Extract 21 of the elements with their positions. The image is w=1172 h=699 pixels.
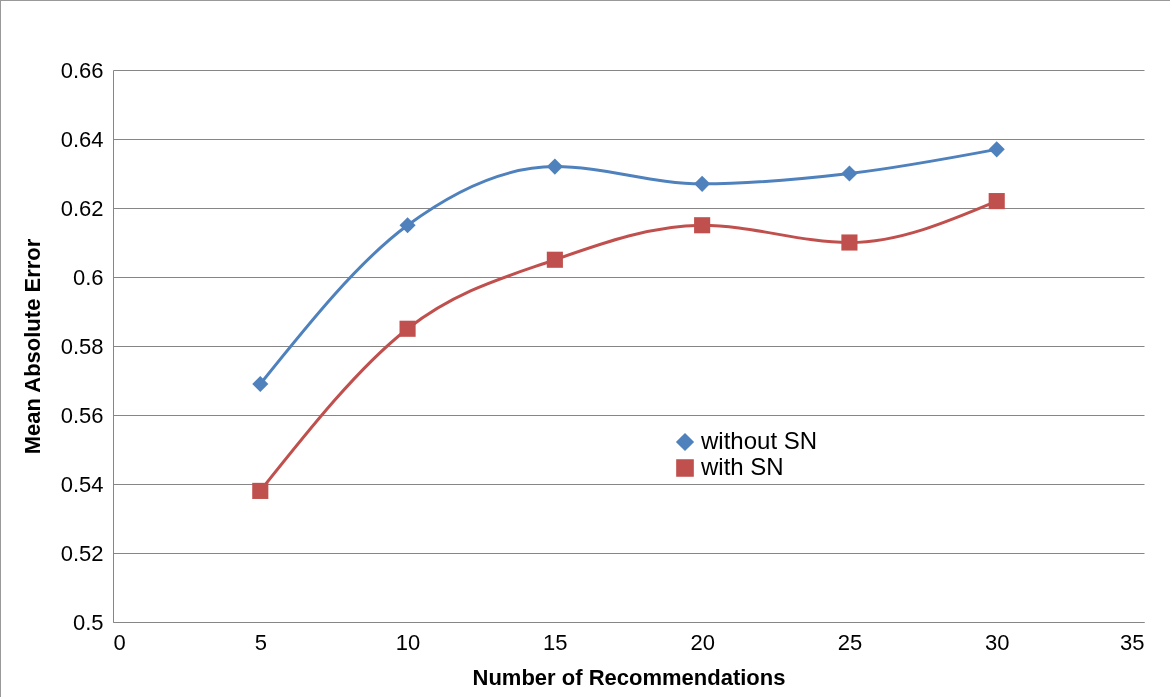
y-tick-label: 0.66 — [60, 57, 104, 83]
y-tick-label: 0.5 — [72, 609, 104, 635]
y-axis-title: Mean Absolute Error — [19, 238, 45, 455]
y-tick-label: 0.64 — [60, 126, 104, 152]
y-tick-label: 0.54 — [60, 471, 104, 497]
x-tick-label: 30 — [984, 629, 1010, 655]
y-tick-label: 0.62 — [60, 195, 104, 221]
y-tick-label: 0.6 — [72, 264, 104, 290]
legend-label: with SN — [700, 453, 784, 480]
y-tick-label: 0.56 — [60, 402, 104, 428]
x-tick-label: 25 — [837, 629, 863, 655]
x-axis-title: Number of Recommendations — [472, 664, 786, 690]
x-tick-label: 10 — [395, 629, 421, 655]
y-tick-label: 0.58 — [60, 333, 104, 359]
x-tick-label: 5 — [254, 629, 267, 655]
x-tick-label: 15 — [543, 629, 568, 655]
x-tick-label: 35 — [1120, 629, 1145, 655]
y-tick-label: 0.52 — [60, 540, 104, 566]
x-tick-label: 20 — [690, 629, 715, 655]
x-tick-label: 0 — [113, 629, 126, 655]
legend-label: without SN — [700, 427, 818, 454]
